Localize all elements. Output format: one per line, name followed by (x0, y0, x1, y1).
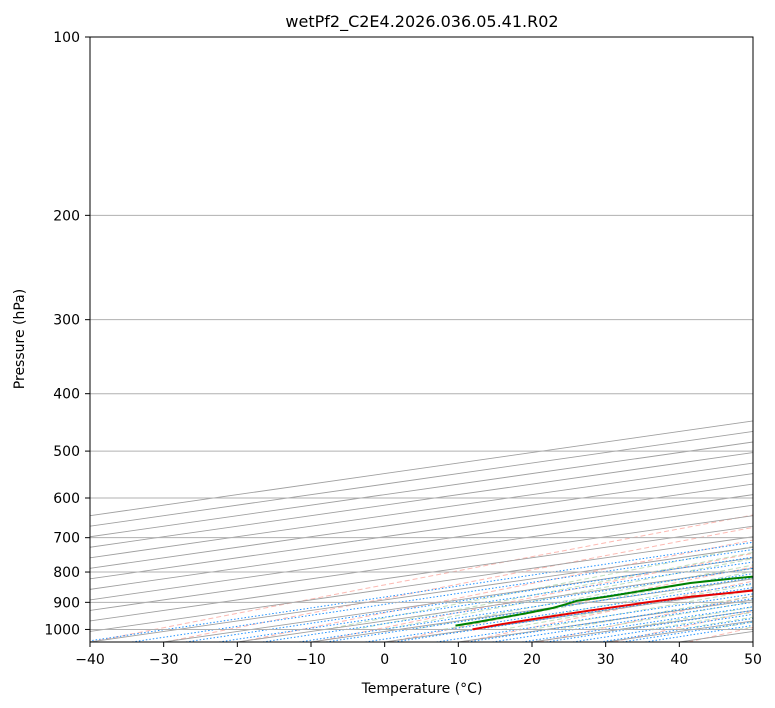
mixing-ratio-line (218, 561, 753, 642)
dry-adiabat (90, 514, 753, 642)
y-axis-title: Pressure (hPa) (12, 289, 28, 389)
grid-lines (90, 37, 753, 630)
x-tick-label: 40 (670, 652, 688, 668)
y-tick-label: 900 (53, 595, 80, 611)
x-tick-label: 50 (744, 652, 762, 668)
axis-ticks: −40 −30 −20 −10 0 10 20 30 40 50 100 200 300 400 500 60… (44, 30, 762, 668)
y-tick-label: 500 (53, 444, 80, 460)
moist-adiabat (384, 558, 753, 630)
x-tick-label: −10 (296, 652, 326, 668)
isotherm-line (90, 452, 753, 548)
x-tick-label: 30 (597, 652, 615, 668)
x-tick-label: −30 (149, 652, 179, 668)
dry-adiabat (763, 37, 775, 642)
mixing-ratio-line (326, 577, 753, 642)
isotherm-line (90, 515, 753, 611)
y-tick-label: 300 (53, 313, 80, 329)
x-tick-label: −20 (223, 652, 253, 668)
moist-adiabat (501, 583, 753, 630)
y-tick-label: 600 (53, 491, 80, 507)
y-tick-label: 400 (53, 387, 80, 403)
mixing-ratio-line (185, 556, 753, 642)
isotherm-line (90, 483, 753, 580)
y-tick-label: 1000 (44, 622, 80, 638)
moist-adiabat (472, 577, 753, 630)
isotherm-line (90, 473, 753, 569)
isotherm-line (90, 504, 753, 601)
isotherm-line (752, 641, 753, 642)
mixing-ratio-line (299, 573, 753, 642)
x-tick-label: 10 (449, 652, 467, 668)
y-tick-label: 200 (53, 208, 80, 224)
x-tick-label: 20 (523, 652, 541, 668)
plot-frame (89, 36, 754, 643)
x-axis-title: Temperature (°C) (361, 681, 483, 697)
x-tick-label: −40 (75, 652, 105, 668)
reference-lines (90, 37, 775, 642)
y-tick-label: 100 (53, 30, 80, 46)
dry-adiabat (165, 526, 753, 642)
dry-adiabat (314, 552, 753, 642)
mixing-ratio-line (546, 609, 753, 642)
plot-background (90, 37, 753, 642)
series-lines (455, 575, 753, 631)
x-tick-label: 0 (380, 652, 389, 668)
moist-adiabat (767, 37, 775, 629)
isotherm-line (90, 462, 753, 559)
y-tick-label: 800 (53, 565, 80, 581)
mixing-ratio-line (572, 613, 753, 642)
isotherm-line (90, 494, 753, 590)
chart-title: wetPf2_C2E4.2026.036.05.41.R02 (285, 12, 558, 32)
temperature-line (472, 589, 753, 631)
mixing-ratio-line (262, 567, 753, 642)
dewpoint-line (455, 575, 753, 627)
y-tick-label: 700 (53, 531, 80, 547)
isotherm-line (90, 536, 753, 632)
isotherm-line (90, 525, 753, 622)
